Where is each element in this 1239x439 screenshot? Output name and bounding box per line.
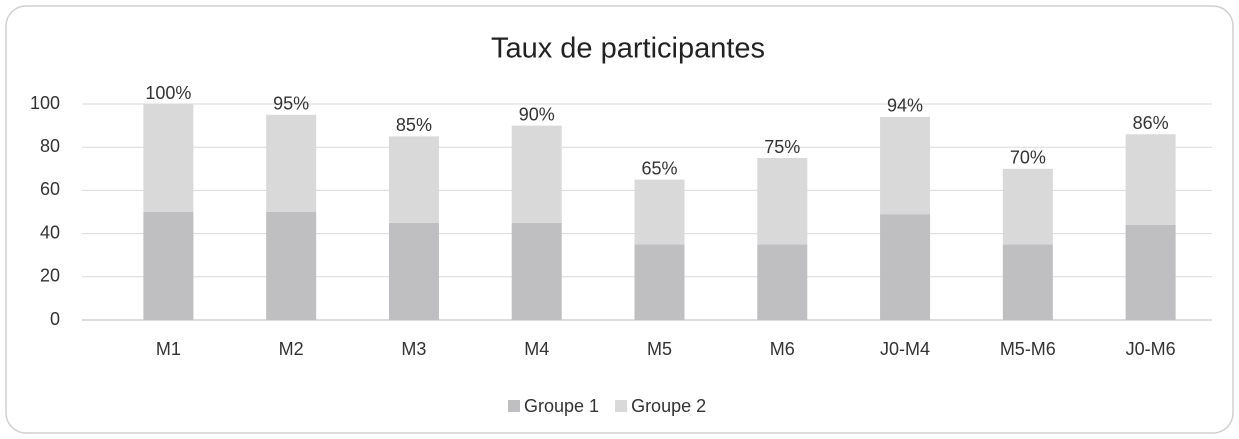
bar-segment bbox=[143, 104, 194, 212]
x-tick-label: M5-M6 bbox=[1000, 339, 1056, 359]
x-tick-label: J0-M4 bbox=[880, 339, 930, 359]
total-label: 65% bbox=[641, 158, 677, 178]
bar-segment bbox=[511, 222, 562, 320]
bar-segment bbox=[511, 125, 562, 223]
bar-segment bbox=[634, 179, 685, 245]
bar-segment bbox=[1002, 168, 1053, 245]
chart-title: Taux de participantes bbox=[491, 33, 765, 65]
y-tick-label: 20 bbox=[40, 266, 60, 286]
legend-swatch bbox=[615, 400, 628, 412]
legend-label: Groupe 2 bbox=[631, 396, 706, 416]
bar-segment bbox=[1125, 224, 1176, 320]
bar-segment bbox=[1002, 244, 1053, 320]
x-tick-label: M4 bbox=[524, 339, 549, 359]
x-tick-label: M2 bbox=[279, 339, 304, 359]
x-tick-label: J0-M6 bbox=[1126, 339, 1176, 359]
bar-segment bbox=[143, 212, 194, 320]
bar-segment bbox=[757, 244, 808, 320]
chart-frame bbox=[5, 5, 1234, 434]
y-tick-label: 80 bbox=[40, 136, 60, 156]
x-tick-label: M5 bbox=[647, 339, 672, 359]
total-label: 94% bbox=[887, 96, 923, 116]
y-tick-label: 0 bbox=[50, 309, 60, 329]
x-tick-label: M1 bbox=[156, 339, 181, 359]
bar-segment bbox=[266, 114, 317, 212]
bar-segment bbox=[388, 222, 439, 320]
total-label: 86% bbox=[1133, 113, 1169, 133]
legend-label: Groupe 1 bbox=[524, 396, 599, 416]
legend-swatch bbox=[508, 400, 520, 412]
bar-segment bbox=[757, 158, 808, 245]
y-tick-label: 60 bbox=[40, 179, 60, 199]
bar-segment bbox=[388, 136, 439, 223]
bar-segment bbox=[266, 212, 317, 320]
x-tick-label: M3 bbox=[401, 339, 426, 359]
total-label: 90% bbox=[519, 104, 555, 124]
total-label: 70% bbox=[1010, 148, 1046, 168]
total-label: 75% bbox=[764, 137, 800, 157]
y-tick-label: 40 bbox=[40, 222, 60, 242]
total-label: 85% bbox=[396, 115, 432, 135]
total-label: 100% bbox=[145, 83, 191, 103]
bar-segment bbox=[634, 244, 685, 320]
bar-segment bbox=[880, 116, 931, 215]
bar-segment bbox=[880, 214, 931, 320]
bar-segment bbox=[1125, 134, 1176, 225]
x-tick-label: M6 bbox=[770, 339, 795, 359]
total-label: 95% bbox=[273, 94, 309, 114]
y-tick-label: 100 bbox=[30, 93, 60, 113]
